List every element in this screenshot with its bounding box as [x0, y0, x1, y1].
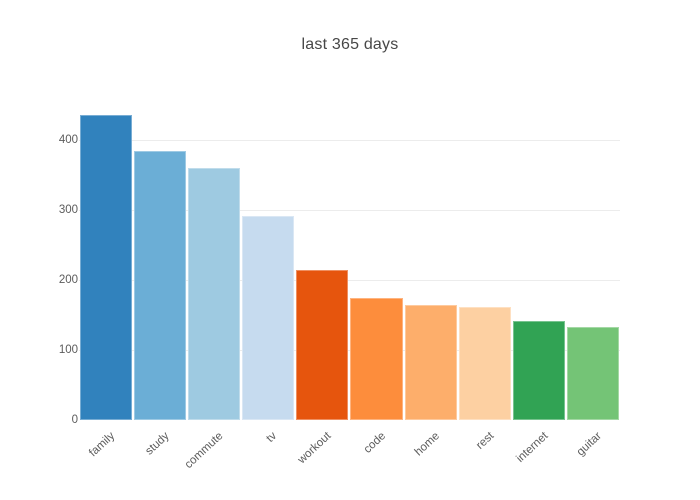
x-tick-label-rest: rest	[473, 430, 496, 452]
x-tick-label-commute: commute	[182, 430, 226, 472]
x-tick-label-workout: workout	[295, 430, 334, 467]
bar-family[interactable]	[80, 114, 133, 420]
bar-tv[interactable]	[242, 216, 295, 420]
bar-home[interactable]	[404, 305, 457, 420]
gridline-300	[79, 209, 620, 211]
chart-title: last 365 days	[301, 36, 399, 53]
x-tick-label-home: home	[412, 430, 442, 459]
gridline-100	[79, 349, 620, 351]
bar-commute[interactable]	[188, 168, 241, 420]
bar-guitar[interactable]	[566, 326, 619, 420]
gridline-200	[79, 279, 620, 281]
y-tick-label-0: 0	[71, 414, 78, 426]
x-tick-label-internet: internet	[513, 430, 551, 465]
x-tick-label-code: code	[361, 430, 388, 456]
x-tick-label-guitar: guitar	[574, 430, 605, 459]
bar-workout[interactable]	[296, 270, 349, 420]
plot-area	[79, 100, 620, 420]
bar-rest[interactable]	[458, 307, 511, 420]
gridline-400	[79, 139, 620, 141]
bar-code[interactable]	[350, 298, 403, 420]
bars-container	[80, 100, 619, 420]
bar-internet[interactable]	[512, 321, 565, 420]
y-tick-label-200: 200	[58, 274, 78, 286]
x-tick-label-tv: tv	[264, 430, 280, 445]
bar-study[interactable]	[134, 150, 187, 420]
y-tick-label-300: 300	[58, 204, 78, 216]
y-tick-label-400: 400	[58, 134, 78, 146]
y-tick-label-100: 100	[58, 344, 78, 356]
x-tick-label-family: family	[87, 430, 118, 460]
x-tick-label-study: study	[143, 430, 172, 458]
